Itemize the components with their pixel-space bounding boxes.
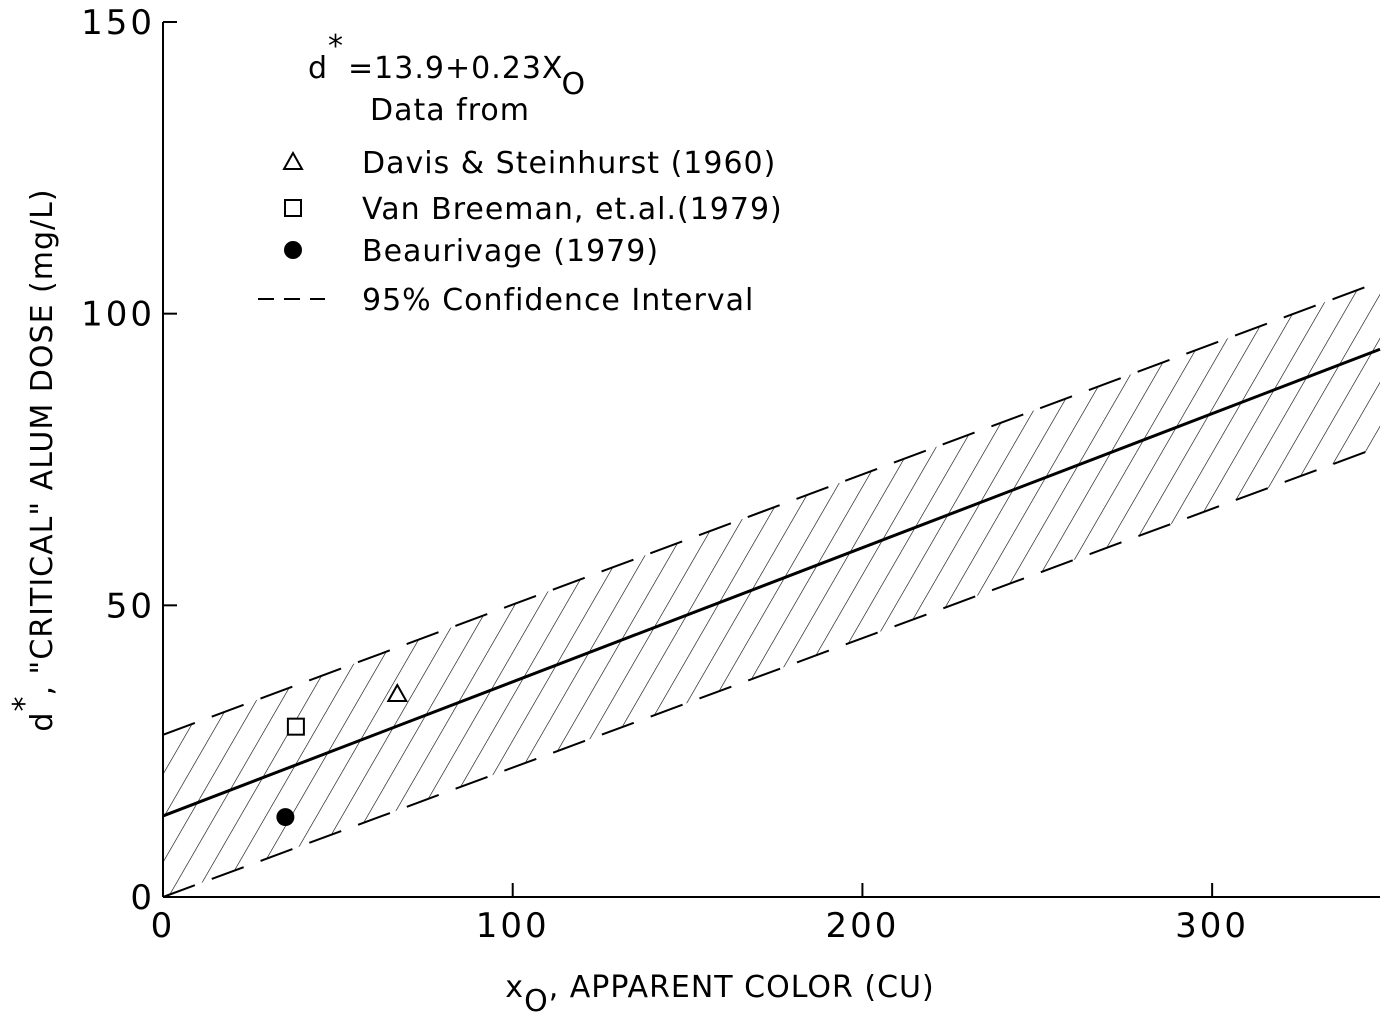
equation: d*=13.9+0.23XO — [308, 29, 586, 102]
legend-marker — [284, 241, 302, 259]
y-tick-label: 150 — [81, 3, 155, 43]
point — [286, 717, 305, 736]
y-tick-label: 50 — [106, 586, 155, 626]
x-axis-label: xO, APPARENT COLOR (CU) — [505, 970, 934, 1018]
legend-marker — [282, 150, 304, 170]
x-tick-label: 0 — [151, 906, 176, 946]
legend-label: Davis & Steinhurst (1960) — [362, 146, 776, 181]
equation-part: d — [308, 51, 328, 86]
legend-label: 95% Confidence Interval — [362, 283, 754, 318]
x-label-part: x — [505, 970, 524, 1005]
y-label-part: d — [25, 712, 60, 732]
equation-part: O — [562, 67, 587, 102]
x-tick-label: 200 — [825, 906, 899, 946]
x-label-part: , APPARENT COLOR (CU) — [549, 970, 935, 1005]
x-tick-label: 300 — [1175, 906, 1249, 946]
confidence-line — [162, 280, 1381, 736]
legend-marker — [284, 199, 302, 217]
y-label-part: , "CRITICAL" ALUM DOSE (mg/L) — [25, 188, 60, 695]
y-tick-label: 0 — [130, 878, 155, 918]
point — [276, 808, 295, 827]
confidence-band — [163, 281, 1380, 897]
x-label-part: O — [524, 984, 549, 1018]
x-tick-label: 100 — [476, 906, 550, 946]
equation-part: =13.9+0.23X — [348, 51, 562, 86]
y-axis-label: d*, "CRITICAL" ALUM DOSE (mg/L) — [7, 188, 60, 731]
legend-label: Van Breeman, et.al.(1979) — [362, 192, 783, 227]
fit-line — [162, 347, 1381, 818]
legend-title: Data from — [370, 93, 530, 128]
y-label-part: * — [7, 696, 42, 712]
confidence-line — [162, 445, 1381, 898]
y-tick-label: 100 — [81, 295, 155, 335]
legend-label: Beaurivage (1979) — [362, 234, 659, 269]
point — [386, 682, 409, 702]
equation-part: * — [328, 29, 344, 64]
